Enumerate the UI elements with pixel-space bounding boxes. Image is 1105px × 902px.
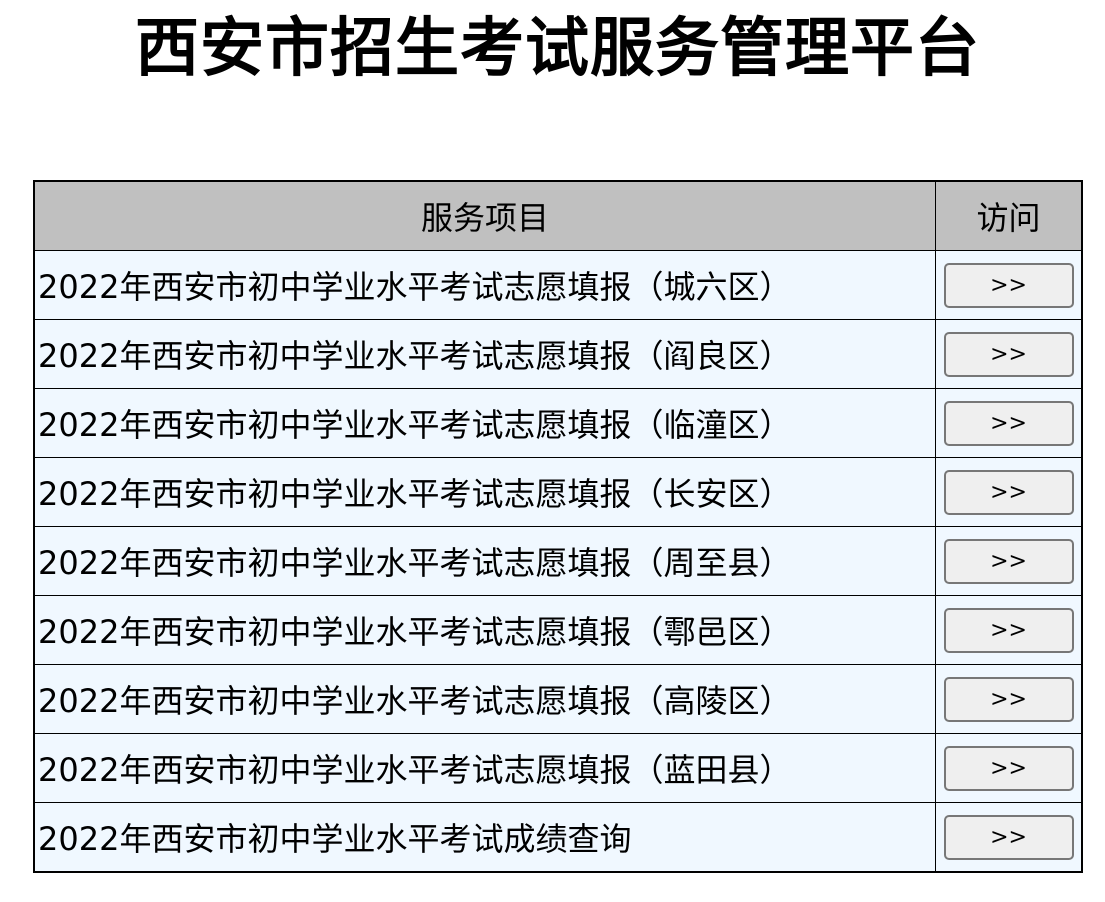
- visit-button[interactable]: >>: [943, 470, 1074, 515]
- table-row: 2022年西安市初中学业水平考试志愿填报（城六区） >>: [33, 250, 1083, 320]
- service-name: 2022年西安市初中学业水平考试志愿填报（临潼区）: [33, 388, 936, 458]
- table-row: 2022年西安市初中学业水平考试志愿填报（长安区） >>: [33, 457, 1083, 527]
- table-row: 2022年西安市初中学业水平考试志愿填报（蓝田县） >>: [33, 733, 1083, 803]
- visit-cell: >>: [935, 250, 1083, 320]
- visit-button[interactable]: >>: [943, 539, 1074, 584]
- service-name: 2022年西安市初中学业水平考试志愿填报（蓝田县）: [33, 733, 936, 803]
- service-name: 2022年西安市初中学业水平考试志愿填报（周至县）: [33, 526, 936, 596]
- visit-button[interactable]: >>: [943, 746, 1074, 791]
- table-row: 2022年西安市初中学业水平考试志愿填报（临潼区） >>: [33, 388, 1083, 458]
- visit-cell: >>: [935, 319, 1083, 389]
- service-name: 2022年西安市初中学业水平考试志愿填报（长安区）: [33, 457, 936, 527]
- table-row: 2022年西安市初中学业水平考试志愿填报（阎良区） >>: [33, 319, 1083, 389]
- page-title: 西安市招生考试服务管理平台: [135, 12, 980, 86]
- service-name: 2022年西安市初中学业水平考试志愿填报（高陵区）: [33, 664, 936, 734]
- table-row: 2022年西安市初中学业水平考试成绩查询 >>: [33, 802, 1083, 873]
- table-row: 2022年西安市初中学业水平考试志愿填报（高陵区） >>: [33, 664, 1083, 734]
- header-service: 服务项目: [33, 180, 936, 251]
- visit-cell: >>: [935, 664, 1083, 734]
- visit-cell: >>: [935, 526, 1083, 596]
- table-row: 2022年西安市初中学业水平考试志愿填报（鄠邑区） >>: [33, 595, 1083, 665]
- service-name: 2022年西安市初中学业水平考试志愿填报（城六区）: [33, 250, 936, 320]
- visit-cell: >>: [935, 388, 1083, 458]
- service-name: 2022年西安市初中学业水平考试志愿填报（鄠邑区）: [33, 595, 936, 665]
- service-name: 2022年西安市初中学业水平考试志愿填报（阎良区）: [33, 319, 936, 389]
- visit-cell: >>: [935, 733, 1083, 803]
- visit-button[interactable]: >>: [943, 608, 1074, 653]
- visit-cell: >>: [935, 802, 1083, 873]
- services-table: 服务项目 访问 2022年西安市初中学业水平考试志愿填报（城六区） >> 2022…: [33, 180, 1083, 873]
- visit-button[interactable]: >>: [943, 815, 1074, 860]
- table-header-row: 服务项目 访问: [33, 180, 1083, 251]
- table-row: 2022年西安市初中学业水平考试志愿填报（周至县） >>: [33, 526, 1083, 596]
- service-name: 2022年西安市初中学业水平考试成绩查询: [33, 802, 936, 873]
- visit-cell: >>: [935, 457, 1083, 527]
- visit-button[interactable]: >>: [943, 263, 1074, 308]
- visit-button[interactable]: >>: [943, 677, 1074, 722]
- header-visit: 访问: [935, 180, 1083, 251]
- visit-button[interactable]: >>: [943, 401, 1074, 446]
- visit-button[interactable]: >>: [943, 332, 1074, 377]
- visit-cell: >>: [935, 595, 1083, 665]
